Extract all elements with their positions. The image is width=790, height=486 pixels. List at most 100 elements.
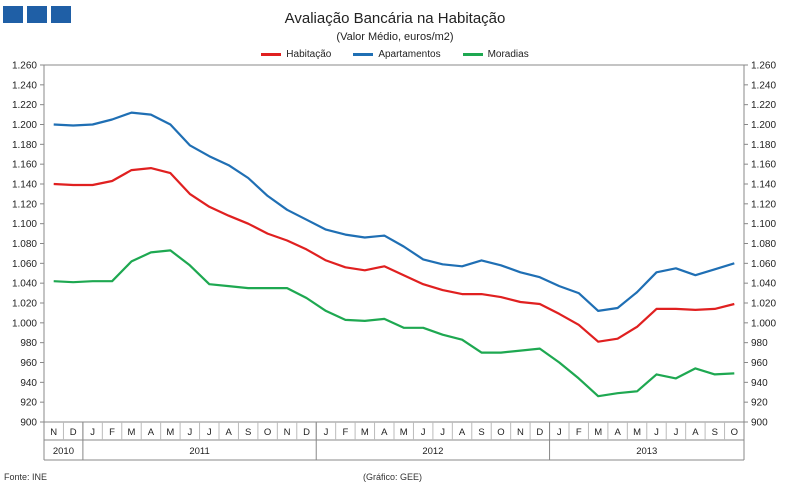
y-tick-label-right: 940 <box>751 378 768 389</box>
x-tick-label: M <box>361 427 369 438</box>
x-tick-label: A <box>226 427 233 438</box>
logo-block-1 <box>3 6 23 23</box>
y-tick-label-right: 960 <box>751 358 768 369</box>
plot-area <box>43 64 745 423</box>
y-tick-label-left: 960 <box>20 358 37 369</box>
y-tick-label-left: 1.260 <box>12 61 37 72</box>
x-tick-label: A <box>692 427 699 438</box>
year-label: 2011 <box>189 446 209 457</box>
series-line-moradias <box>53 249 735 398</box>
x-tick-label: F <box>109 427 115 438</box>
y-tick-label-left: 1.220 <box>12 100 37 111</box>
x-tick-label: N <box>284 427 291 438</box>
y-tick-label-left: 900 <box>20 418 37 429</box>
y-tick-label-right: 980 <box>751 338 768 349</box>
y-tick-label-right: 1.120 <box>751 199 776 210</box>
chart-title: Avaliação Bancária na Habitação <box>284 10 506 27</box>
y-tick-label-right: 920 <box>751 398 768 409</box>
x-tick-label: A <box>459 427 466 438</box>
legend-swatch-habitacao <box>261 53 282 56</box>
y-tick-label-right: 1.140 <box>751 180 776 191</box>
x-tick-label: J <box>421 427 426 438</box>
y-tick-label-left: 1.160 <box>12 160 37 171</box>
y-tick-label-left: 980 <box>20 338 37 349</box>
x-tick-label: O <box>731 427 738 438</box>
x-tick-label: M <box>633 427 641 438</box>
x-tick-label: D <box>303 427 310 438</box>
logo-block-3 <box>51 6 71 23</box>
y-tick-label-left: 920 <box>20 398 37 409</box>
y-tick-label-left: 1.060 <box>12 259 37 270</box>
logo-block-2 <box>27 6 47 23</box>
x-tick-label: N <box>517 427 524 438</box>
x-tick-label: N <box>50 427 57 438</box>
x-tick-label: A <box>614 427 621 438</box>
x-tick-label: J <box>90 427 95 438</box>
x-tick-label: J <box>557 427 562 438</box>
x-tick-label: A <box>148 427 155 438</box>
y-tick-label-right: 1.040 <box>751 279 776 290</box>
x-tick-label: S <box>245 427 251 438</box>
y-tick-label-left: 1.240 <box>12 80 37 91</box>
y-tick-label-right: 1.160 <box>751 160 776 171</box>
y-tick-label-left: 1.200 <box>12 120 37 131</box>
y-tick-label-left: 1.180 <box>12 140 37 151</box>
y-tick-label-left: 1.000 <box>12 318 37 329</box>
x-tick-label: S <box>712 427 718 438</box>
x-tick-label: J <box>207 427 212 438</box>
credit-note: (Gráfico: GEE) <box>363 472 423 482</box>
y-tick-label-right: 1.220 <box>751 100 776 111</box>
x-tick-label: S <box>478 427 484 438</box>
series-line-habitacao <box>53 167 735 343</box>
legend: Habitação Apartamentos Moradias <box>0 49 790 60</box>
y-tick-label-right: 1.100 <box>751 219 776 230</box>
x-tick-label: J <box>440 427 445 438</box>
y-tick-label-right: 1.080 <box>751 239 776 250</box>
x-tick-label: O <box>497 427 504 438</box>
year-label: 2013 <box>636 446 657 457</box>
legend-label-moradias: Moradias <box>487 49 529 60</box>
x-tick-label: D <box>536 427 543 438</box>
legend-item-habitacao: Habitação <box>261 49 331 60</box>
x-tick-label: M <box>128 427 136 438</box>
y-tick-label-left: 940 <box>20 378 37 389</box>
year-label: 2010 <box>53 446 74 457</box>
legend-swatch-moradias <box>462 53 483 56</box>
legend-item-apartamentos: Apartamentos <box>353 49 441 60</box>
y-tick-label-right: 1.260 <box>751 61 776 72</box>
year-label: 2012 <box>422 446 443 457</box>
y-tick-label-right: 1.060 <box>751 259 776 270</box>
y-tick-label-right: 1.200 <box>751 120 776 131</box>
x-tick-label: M <box>400 427 408 438</box>
x-tick-label: A <box>381 427 388 438</box>
y-tick-label-right: 900 <box>751 418 768 429</box>
x-tick-label: F <box>576 427 582 438</box>
y-tick-label-left: 1.100 <box>12 219 37 230</box>
chart-subtitle: (Valor Médio, euros/m2) <box>336 31 454 43</box>
x-tick-label: O <box>264 427 271 438</box>
y-tick-label-right: 1.000 <box>751 318 776 329</box>
legend-label-habitacao: Habitação <box>286 49 332 60</box>
y-tick-label-right: 1.020 <box>751 299 776 310</box>
y-tick-label-left: 1.120 <box>12 199 37 210</box>
y-tick-label-right: 1.180 <box>751 140 776 151</box>
legend-label-apartamentos: Apartamentos <box>378 49 441 60</box>
y-tick-label-left: 1.080 <box>12 239 37 250</box>
x-tick-label: D <box>70 427 77 438</box>
x-tick-label: J <box>187 427 192 438</box>
y-tick-label-left: 1.020 <box>12 299 37 310</box>
legend-item-moradias: Moradias <box>462 49 529 60</box>
x-tick-label: M <box>594 427 602 438</box>
x-tick-label: J <box>654 427 659 438</box>
source-note: Fonte: INE <box>4 472 48 482</box>
x-tick-label: M <box>166 427 174 438</box>
y-tick-label-right: 1.240 <box>751 80 776 91</box>
x-tick-label: J <box>674 427 679 438</box>
legend-swatch-apartamentos <box>353 53 374 56</box>
x-tick-label: F <box>342 427 348 438</box>
series-line-apartamentos <box>53 111 735 312</box>
x-tick-label: J <box>324 427 329 438</box>
y-tick-label-left: 1.040 <box>12 279 37 290</box>
y-tick-label-left: 1.140 <box>12 180 37 191</box>
